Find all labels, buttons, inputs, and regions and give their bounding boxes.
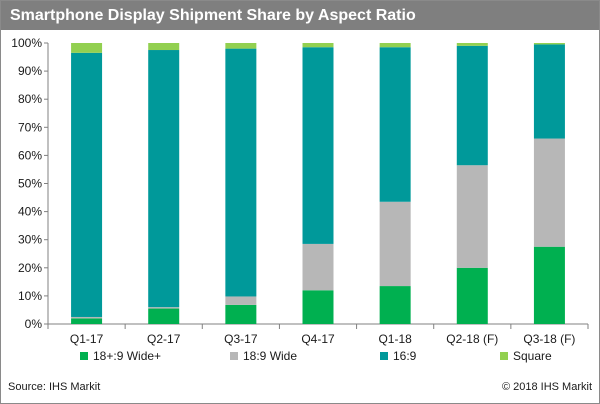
bar-18-9-wide--0: [71, 318, 103, 324]
bar-16-9-3: [302, 47, 334, 244]
bar-18-9-wide--5: [456, 267, 488, 324]
bar-18-9-wide--6: [533, 246, 565, 324]
legend-swatch: [230, 352, 238, 360]
y-tick-label: 10%: [18, 289, 42, 303]
x-tick-label: Q1-17: [70, 332, 104, 346]
y-tick-label: 90%: [18, 64, 42, 78]
x-tick-label: Q1-18: [378, 332, 412, 346]
bar-18-9-wide-1: [148, 307, 180, 309]
chart-title: Smartphone Display Shipment Share by Asp…: [1, 1, 599, 30]
stacked-bar-chart: 0% 10% 20% 30% 40% 50% 60% 70% 80% 90% 100% Q1-17 Q2…: [11, 36, 589, 363]
legend-label: 18+:9 Wide+: [93, 349, 161, 363]
bar-18-9-wide--1: [148, 308, 180, 324]
x-tick-label: Q3-17: [224, 332, 258, 346]
copyright-note: © 2018 IHS Markit: [501, 381, 592, 393]
y-tick-label: 30%: [18, 233, 42, 247]
bar-18-9-wide-4: [379, 201, 411, 287]
legend-label: 18:9 Wide: [243, 349, 297, 363]
bar-square-6: [533, 43, 565, 45]
bar-18-9-wide--4: [379, 286, 411, 324]
bar-16-9-2: [225, 48, 257, 297]
legend-label: 16:9: [393, 349, 417, 363]
bar-16-9-4: [379, 47, 411, 202]
bar-18-9-wide--2: [225, 304, 257, 324]
legend-swatch: [500, 352, 508, 360]
bar-square-3: [302, 43, 334, 48]
bar-18-9-wide-5: [456, 165, 488, 268]
bar-18-9-wide-0: [71, 316, 103, 319]
y-tick-label: 0%: [25, 317, 43, 331]
bar-16-9-6: [533, 44, 565, 139]
bar-18-9-wide-6: [533, 138, 565, 247]
y-tick-label: 40%: [18, 205, 42, 219]
bar-16-9-5: [456, 45, 488, 166]
bar-square-5: [456, 43, 488, 46]
y-tick-label: 80%: [18, 92, 42, 106]
x-tick-label: Q3-18 (F): [523, 332, 575, 346]
bar-square-2: [225, 43, 257, 49]
bar-16-9-1: [148, 50, 180, 308]
y-tick-label: 50%: [18, 177, 42, 191]
bar-square-0: [71, 43, 103, 53]
bar-square-1: [148, 43, 180, 51]
y-tick-label: 20%: [18, 261, 42, 275]
legend-swatch: [80, 352, 88, 360]
y-tick-label: 70%: [18, 120, 42, 134]
bar-18-9-wide--3: [302, 290, 334, 324]
y-tick-label: 100%: [11, 36, 42, 50]
x-tick-label: Q4-17: [301, 332, 335, 346]
bar-18-9-wide-2: [225, 296, 257, 305]
bar-square-4: [379, 43, 411, 48]
bar-16-9-0: [71, 52, 103, 317]
legend-swatch: [380, 352, 388, 360]
bar-18-9-wide-3: [302, 243, 334, 291]
legend-label: Square: [513, 349, 552, 363]
x-tick-label: Q2-17: [147, 332, 181, 346]
x-tick-label: Q2-18 (F): [446, 332, 498, 346]
y-tick-label: 60%: [18, 148, 42, 162]
source-note: Source: IHS Markit: [8, 381, 101, 393]
